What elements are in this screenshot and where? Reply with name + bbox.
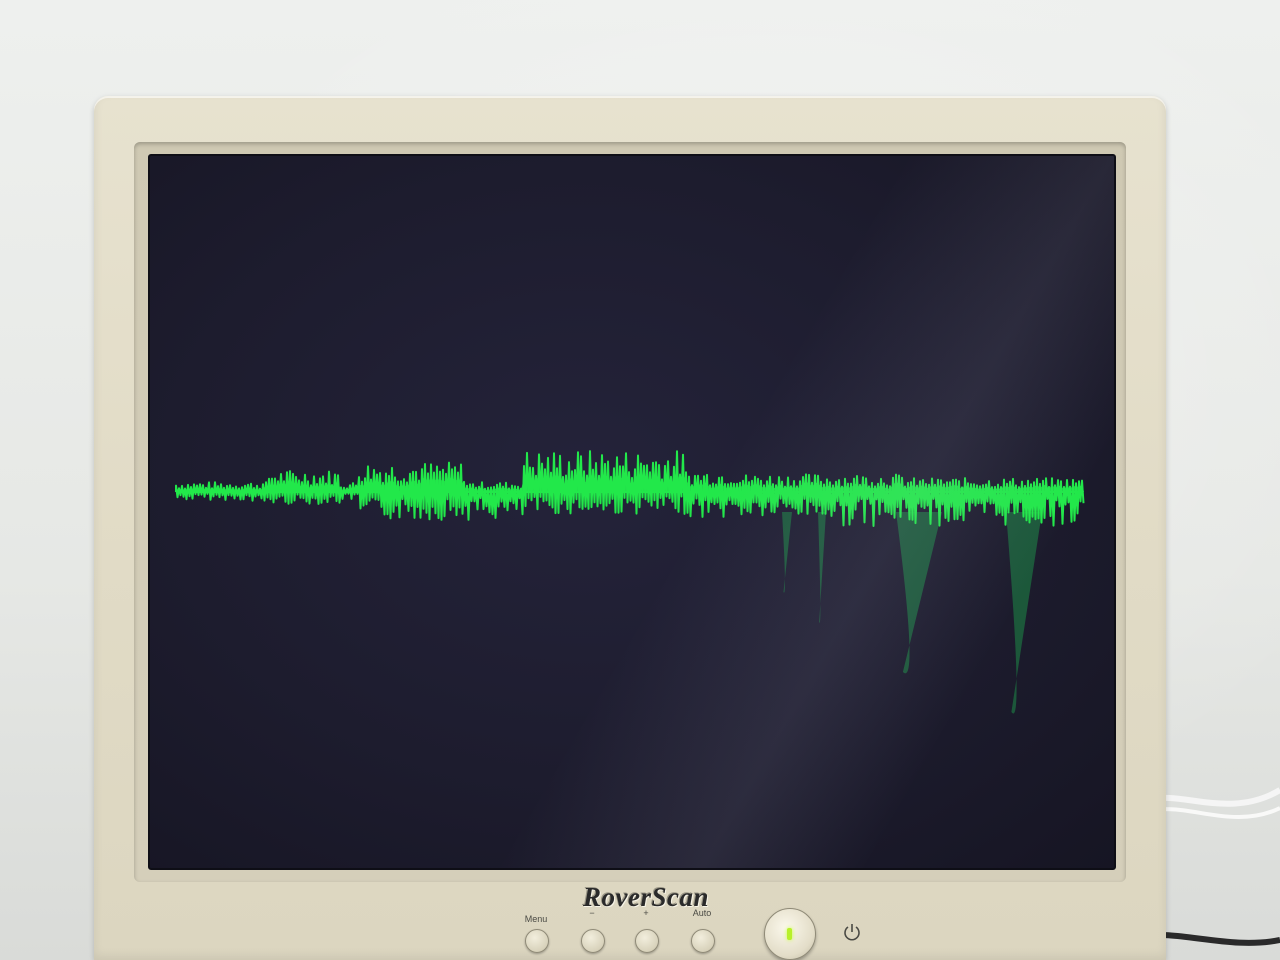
auto-label: Auto — [692, 908, 712, 918]
audio-waveform-fill — [176, 469, 1084, 492]
minus-button[interactable] — [581, 929, 605, 953]
menu-button[interactable] — [525, 929, 549, 953]
power-led-icon — [787, 928, 792, 940]
brand-logo: RoverScan — [583, 882, 709, 912]
minus-label: − — [589, 908, 595, 918]
reflection-streak-1 — [818, 512, 826, 623]
reflection-streak-3 — [1006, 512, 1042, 714]
monitor-screen — [148, 154, 1116, 870]
power-symbol-icon — [844, 924, 860, 941]
menu-label: Menu — [524, 914, 548, 924]
waveform-screen-reflection — [782, 512, 1042, 714]
plus-label: + — [643, 908, 649, 918]
reflection-streak-0 — [782, 512, 792, 593]
audio-waveform — [175, 450, 1085, 527]
power-button[interactable] — [764, 908, 816, 960]
auto-button[interactable] — [691, 929, 715, 953]
reflection-streak-2 — [896, 512, 942, 674]
plus-button[interactable] — [635, 929, 659, 953]
monitor-bezel: RoverScan Menu − + Auto — [94, 96, 1166, 960]
waveform-display — [175, 450, 1085, 714]
